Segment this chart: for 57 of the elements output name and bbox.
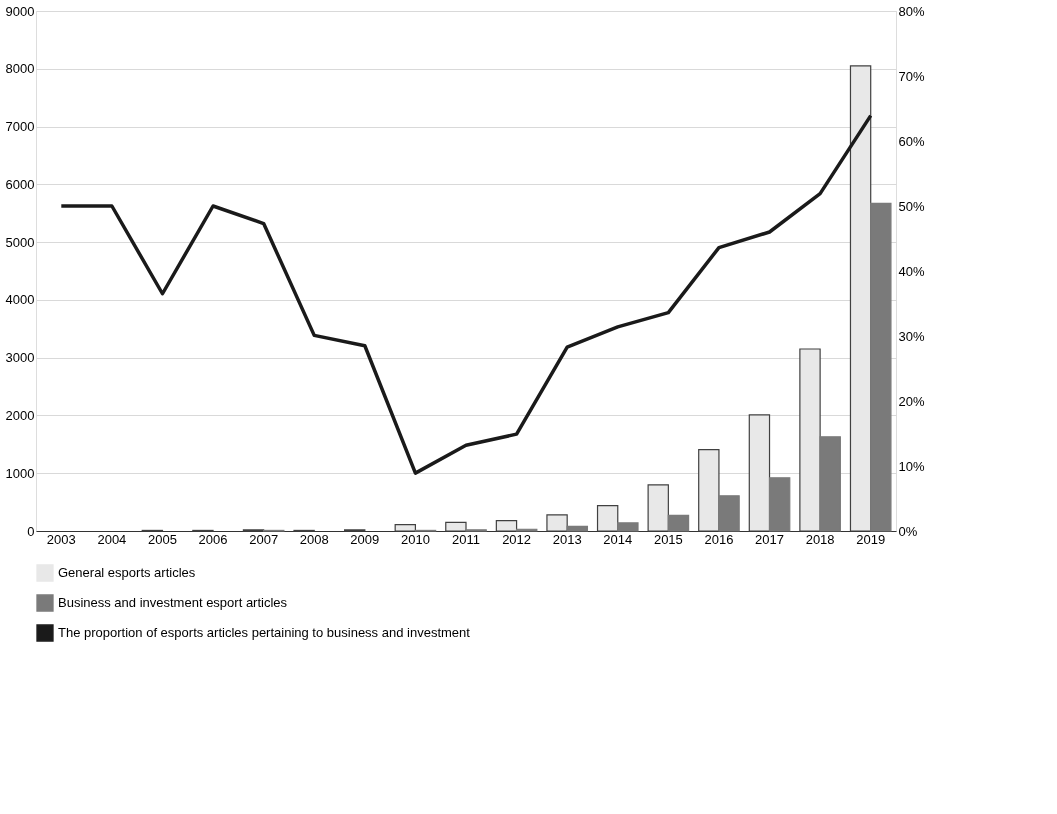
legend-label: Business and investment esport articles [58,595,288,610]
bar [667,514,690,532]
x-tick-label: 2007 [249,531,279,547]
y2-tick-label: 20% [898,393,925,409]
legend-label: General esports articles [58,565,196,580]
bar [566,525,589,532]
x-tick-label: 2015 [653,531,683,547]
y-tick-label: 6000 [5,176,35,192]
bar [698,448,720,532]
y2-tick-label: 30% [898,328,925,344]
bar [799,348,821,532]
y-tick-label: 0 [27,523,35,539]
x-tick-label: 2009 [350,531,380,547]
x-tick-label: 2018 [805,531,835,547]
y-tick-label: 8000 [5,61,35,77]
y2-tick-label: 50% [898,198,925,214]
y-tick-label: 2000 [5,407,35,423]
y2-tick-label: 0% [898,523,918,539]
bar [748,414,771,532]
y2-tick-label: 60% [898,133,925,149]
x-tick-label: 2011 [452,531,480,547]
x-tick-label: 2012 [502,531,532,547]
x-tick-label: 2010 [400,531,430,547]
bar [718,495,740,532]
bar [394,524,417,532]
y-tick-label: 5000 [5,234,35,250]
x-tick-label: 2008 [299,531,329,547]
x-tick-label: 2017 [755,531,784,547]
bar [617,522,639,532]
y2-tick-label: 10% [898,458,925,474]
y-tick-label: 1000 [5,465,35,481]
bar [870,202,892,532]
y-tick-label: 4000 [5,292,35,308]
y2-tick-label: 40% [898,263,925,279]
x-tick-label: 2014 [603,531,633,547]
line-series [59,113,873,475]
bar [445,521,467,532]
y-tick-label: 7000 [5,119,35,135]
bar [849,65,872,532]
x-tick-label: 2016 [704,531,734,547]
legend-label: The proportion of esports articles pertaining to business and investment [58,625,471,640]
bar [647,484,669,532]
bar [495,520,518,532]
y2-tick-label: 70% [898,68,925,84]
bar [768,477,791,532]
x-tick-label: 2003 [46,531,76,547]
x-tick-label: 2006 [198,531,228,547]
x-tick-label: 2019 [856,531,886,547]
y2-tick-label: 80% [898,3,925,19]
bar [546,514,568,532]
y-tick-label: 9000 [5,3,35,19]
x-tick-label: 2004 [97,531,127,547]
bar [596,504,619,532]
bar [819,436,841,532]
x-tick-label: 2013 [552,531,582,547]
y-tick-label: 3000 [5,350,35,366]
x-tick-label: 2005 [148,531,177,547]
